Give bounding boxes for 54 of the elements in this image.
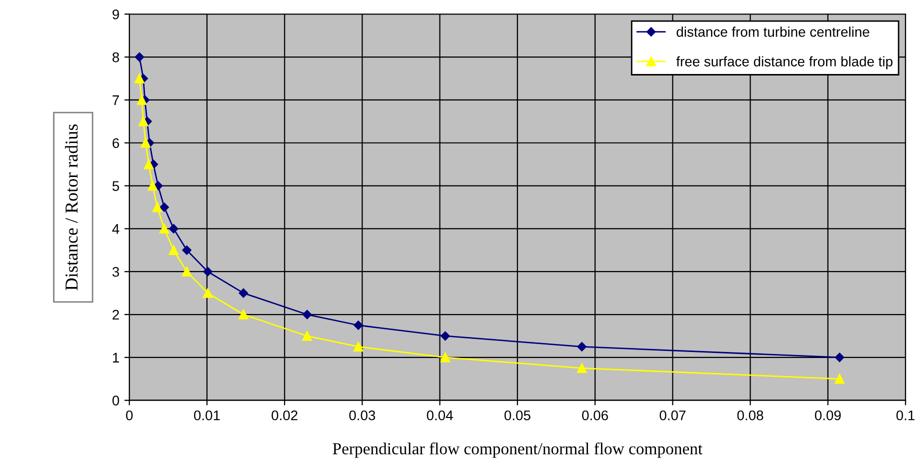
legend-label: distance from turbine centreline <box>676 26 870 37</box>
point <box>182 266 192 276</box>
x-tick-label: 0.02 <box>272 410 298 420</box>
y-axis-title: Distance / Rotor radius <box>64 124 78 290</box>
x-tick-label: 0.09 <box>814 410 841 420</box>
point <box>134 74 144 84</box>
y-tick-label: 4 <box>112 224 120 234</box>
point <box>168 224 178 234</box>
legend-label: free surface distance from blade tip <box>676 56 892 70</box>
y-tick-label: 1 <box>112 352 119 362</box>
point <box>159 224 170 234</box>
x-tick-label: 0.08 <box>737 410 764 420</box>
point <box>182 246 192 255</box>
point <box>238 288 248 298</box>
y-tick-label: 3 <box>112 266 120 277</box>
point <box>834 374 844 384</box>
point <box>138 116 148 126</box>
point <box>140 138 151 148</box>
y-tick-label: 5 <box>112 181 120 191</box>
x-tick-label: 0.01 <box>194 410 220 420</box>
point <box>577 363 587 374</box>
point <box>144 159 154 170</box>
x-tick-label: 0.04 <box>426 410 453 420</box>
point <box>238 310 248 320</box>
y-tick-label: 8 <box>112 52 120 62</box>
point <box>148 180 158 191</box>
point <box>302 310 312 320</box>
y-tick-label: 9 <box>112 9 119 20</box>
point <box>134 52 144 62</box>
point <box>834 352 844 362</box>
point <box>168 245 178 256</box>
point <box>136 95 147 105</box>
point <box>202 288 213 298</box>
x-tick-label: 0.06 <box>582 410 608 420</box>
y-tick-label: 6 <box>112 138 120 148</box>
point <box>577 342 586 352</box>
point <box>203 266 212 276</box>
x-tick-label: 0 <box>126 410 133 420</box>
x-tick-label: 0.07 <box>660 410 686 420</box>
point <box>152 202 162 212</box>
point <box>354 320 363 330</box>
point <box>353 342 364 352</box>
point <box>153 181 163 190</box>
point <box>440 331 450 341</box>
y-tick-label: 7 <box>112 95 119 105</box>
point <box>440 352 450 362</box>
y-tick-label: 2 <box>112 310 119 320</box>
y-tick-label: 0 <box>112 396 120 406</box>
point <box>302 331 312 341</box>
x-tick-label: 0.03 <box>349 410 376 420</box>
x-tick-label: 0.1 <box>896 410 914 420</box>
point <box>160 202 169 212</box>
x-tick-label: 0.05 <box>504 410 530 420</box>
x-axis-title: Perpendicular flow component/normal flow component <box>332 442 702 458</box>
